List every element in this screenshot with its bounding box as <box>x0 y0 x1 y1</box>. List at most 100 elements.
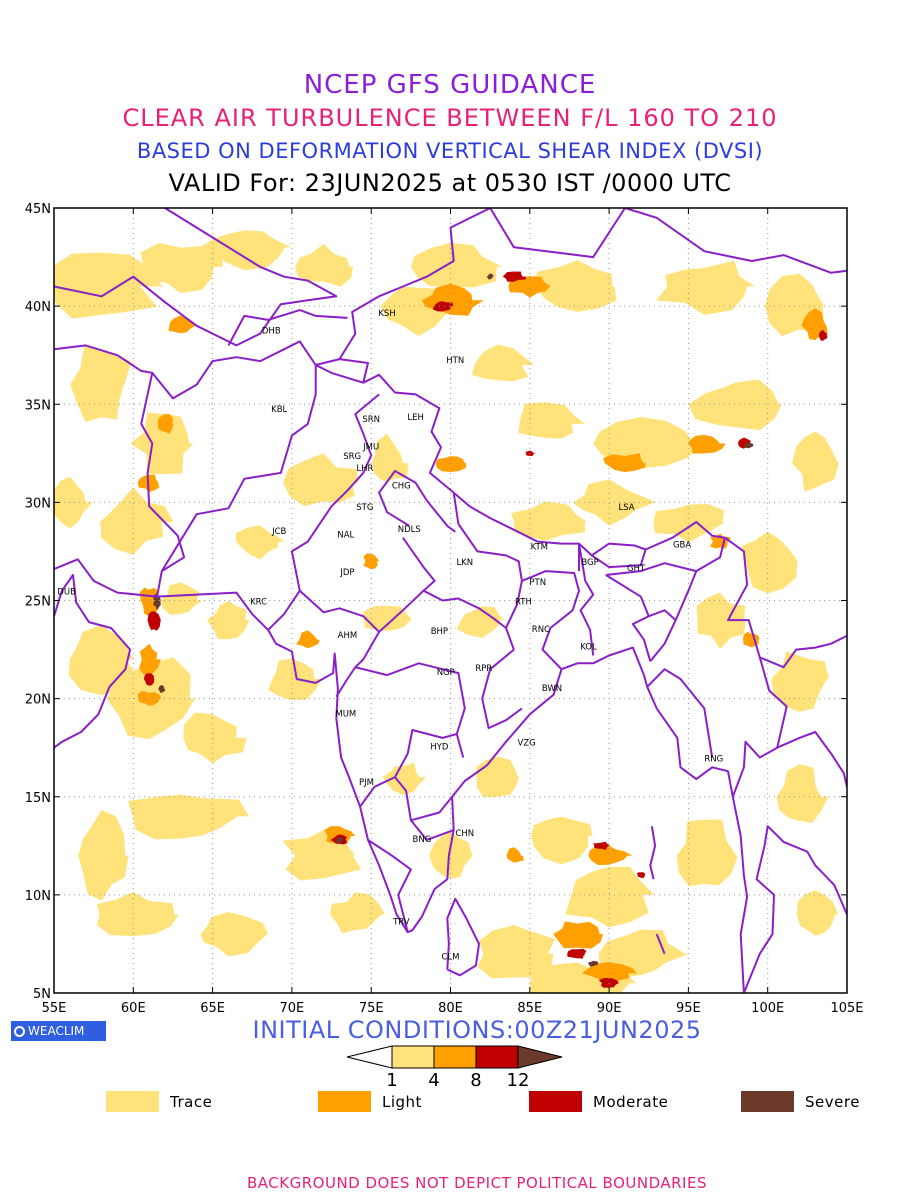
trace-region <box>372 433 409 483</box>
legend-swatch <box>106 1091 159 1112</box>
boundary-line <box>140 340 726 662</box>
boundary-line <box>227 309 348 346</box>
severe-region <box>335 837 344 844</box>
lon-tick-label: 70E <box>280 1001 305 1016</box>
boundary-line <box>410 796 453 822</box>
legend-item: Light <box>318 1091 422 1112</box>
light-region <box>363 553 380 570</box>
trace-region <box>477 925 555 979</box>
chart-subtitle: CLEAR AIR TURBULENCE BETWEEN F/L 160 TO … <box>122 104 778 132</box>
trace-region <box>653 503 726 543</box>
lon-tick-label: 80E <box>438 1001 463 1016</box>
station-label: JCB <box>271 527 286 537</box>
boundary-line <box>54 208 338 347</box>
trace-region <box>200 912 269 957</box>
trace-region <box>518 402 586 439</box>
trace-region <box>199 230 292 271</box>
legend-item: Severe <box>741 1091 860 1112</box>
trace-region <box>295 243 353 287</box>
legend-label: Trace <box>170 1092 213 1111</box>
boundary-line <box>648 609 677 621</box>
station-label: BNG <box>413 835 432 845</box>
boundary-line <box>315 364 364 384</box>
trace-region <box>330 892 385 934</box>
station-label: SRN <box>362 415 380 425</box>
station-label: CLM <box>441 953 459 963</box>
severe-region <box>587 960 599 967</box>
light-region <box>582 962 637 983</box>
background-note: BACKGROUND DOES NOT DEPICT POLITICAL BOU… <box>247 1174 707 1192</box>
trace-region <box>797 890 839 936</box>
boundary-line <box>378 589 515 650</box>
station-label: RPR <box>475 664 492 674</box>
moderate-region <box>147 611 161 631</box>
lat-tick-label: 25N <box>25 595 51 610</box>
trace-region <box>476 756 520 798</box>
station-label: AHM <box>338 631 358 641</box>
trace-region <box>511 501 588 541</box>
axis-ticks <box>53 207 848 994</box>
legend-swatch <box>318 1091 371 1112</box>
station-label: KTM <box>531 542 548 552</box>
boundary-line <box>731 740 778 798</box>
boundary-line <box>457 523 523 629</box>
colorbar-segment <box>346 1045 393 1069</box>
boundary-line <box>54 558 158 598</box>
turbulence-field <box>54 230 839 993</box>
light-region <box>296 630 320 649</box>
station-label: RTH <box>515 597 532 607</box>
boundary-line <box>359 776 396 808</box>
boundary-line <box>54 344 153 374</box>
trace-region <box>100 487 174 555</box>
station-label: BGP <box>581 558 598 568</box>
light-region <box>435 456 467 472</box>
light-region <box>553 921 604 949</box>
trace-region <box>656 260 756 315</box>
trace-region <box>54 476 93 529</box>
moderate-region <box>593 841 611 850</box>
boundary-line <box>758 657 847 788</box>
boundary-line <box>655 933 666 955</box>
trace-region <box>160 582 203 615</box>
station-label: KRC <box>250 597 267 607</box>
valid-time: VALID For: 23JUN2025 at 0530 IST /0000 U… <box>168 169 732 197</box>
boundary-line <box>489 208 847 274</box>
trace-region <box>183 712 247 764</box>
trace-region <box>565 866 655 928</box>
index-description: BASED ON DEFORMATION VERTICAL SHEAR INDE… <box>136 139 764 163</box>
lat-tick-label: 10N <box>25 889 51 904</box>
legend-item: Trace <box>106 1091 212 1112</box>
trace-region <box>771 651 829 712</box>
initial-conditions: INITIAL CONDITIONS:00Z21JUN2025 <box>252 1016 702 1044</box>
lat-tick-label: 30N <box>25 496 51 511</box>
light-region <box>687 434 726 454</box>
boundary-line <box>605 562 697 576</box>
trace-region <box>472 344 534 382</box>
station-label: LHR <box>356 464 373 474</box>
trace-region <box>535 260 617 312</box>
legend-label: Severe <box>805 1092 860 1111</box>
station-label: BWN <box>542 684 562 694</box>
station-label: MUM <box>335 709 356 719</box>
trace-region <box>688 379 782 431</box>
trace-region <box>283 453 359 507</box>
station-label: RNG <box>704 754 723 764</box>
trace-region <box>236 525 286 560</box>
trace-region <box>530 816 593 865</box>
lat-tick-label: 45N <box>25 202 51 217</box>
boundary-line <box>355 662 466 758</box>
lat-tick-label: 20N <box>25 693 51 708</box>
station-label: DUB <box>57 588 76 598</box>
colorbar-segment <box>391 1045 435 1069</box>
lon-tick-label: 95E <box>676 1001 701 1016</box>
station-label: RNC <box>532 625 550 635</box>
trace-region <box>456 606 504 638</box>
trace-region <box>140 243 223 294</box>
trace-region <box>68 625 137 696</box>
boundary-line <box>54 574 132 749</box>
moderate-region <box>598 977 619 988</box>
trace-region <box>676 819 738 887</box>
boundary-line <box>402 537 436 592</box>
